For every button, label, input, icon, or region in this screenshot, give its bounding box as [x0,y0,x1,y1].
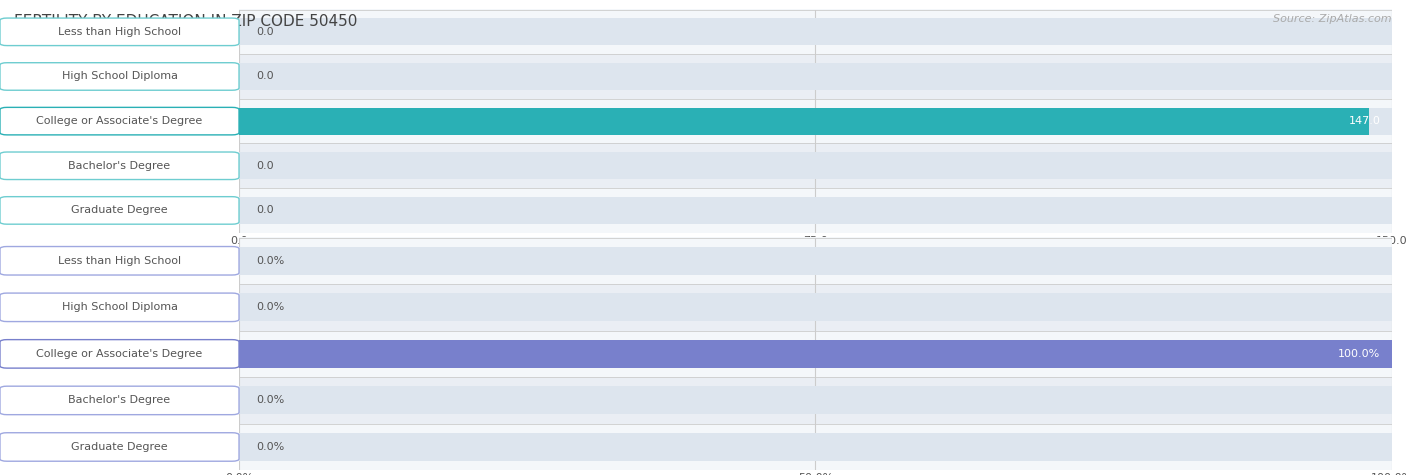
Text: 0.0: 0.0 [256,161,274,171]
Bar [239,424,1392,470]
Text: 0.0: 0.0 [256,205,274,216]
Text: 147.0: 147.0 [1348,116,1381,126]
Text: 0.0: 0.0 [256,27,274,37]
Text: College or Associate's Degree: College or Associate's Degree [37,349,202,359]
Bar [239,433,1392,461]
Text: Bachelor's Degree: Bachelor's Degree [69,395,170,406]
Text: High School Diploma: High School Diploma [62,302,177,313]
Bar [239,340,1392,368]
Bar [239,152,1392,179]
Bar [239,377,1392,424]
Bar [239,108,1369,134]
Text: Source: ZipAtlas.com: Source: ZipAtlas.com [1274,14,1392,24]
Text: 100.0%: 100.0% [1339,349,1381,359]
Text: College or Associate's Degree: College or Associate's Degree [37,116,202,126]
Bar [239,294,1392,321]
Bar [239,99,1392,143]
Text: High School Diploma: High School Diploma [62,71,177,82]
Text: 0.0%: 0.0% [256,395,284,406]
Bar [239,340,1392,368]
Text: Bachelor's Degree: Bachelor's Degree [69,161,170,171]
Bar [239,284,1392,331]
Text: Graduate Degree: Graduate Degree [72,442,167,452]
Text: Graduate Degree: Graduate Degree [72,205,167,216]
Bar [239,188,1392,233]
Text: 0.0%: 0.0% [256,442,284,452]
Bar [239,197,1392,224]
Text: 0.0%: 0.0% [256,256,284,266]
Text: 0.0%: 0.0% [256,302,284,313]
Bar [239,143,1392,188]
Bar [239,108,1392,134]
Text: Less than High School: Less than High School [58,256,181,266]
Bar [239,63,1392,90]
Bar [239,10,1392,54]
Text: Less than High School: Less than High School [58,27,181,37]
Bar [239,238,1392,284]
Bar [239,19,1392,45]
Bar [239,54,1392,99]
Text: FERTILITY BY EDUCATION IN ZIP CODE 50450: FERTILITY BY EDUCATION IN ZIP CODE 50450 [14,14,357,29]
Bar [239,247,1392,275]
Bar [239,387,1392,414]
Bar [239,331,1392,377]
Text: 0.0: 0.0 [256,71,274,82]
